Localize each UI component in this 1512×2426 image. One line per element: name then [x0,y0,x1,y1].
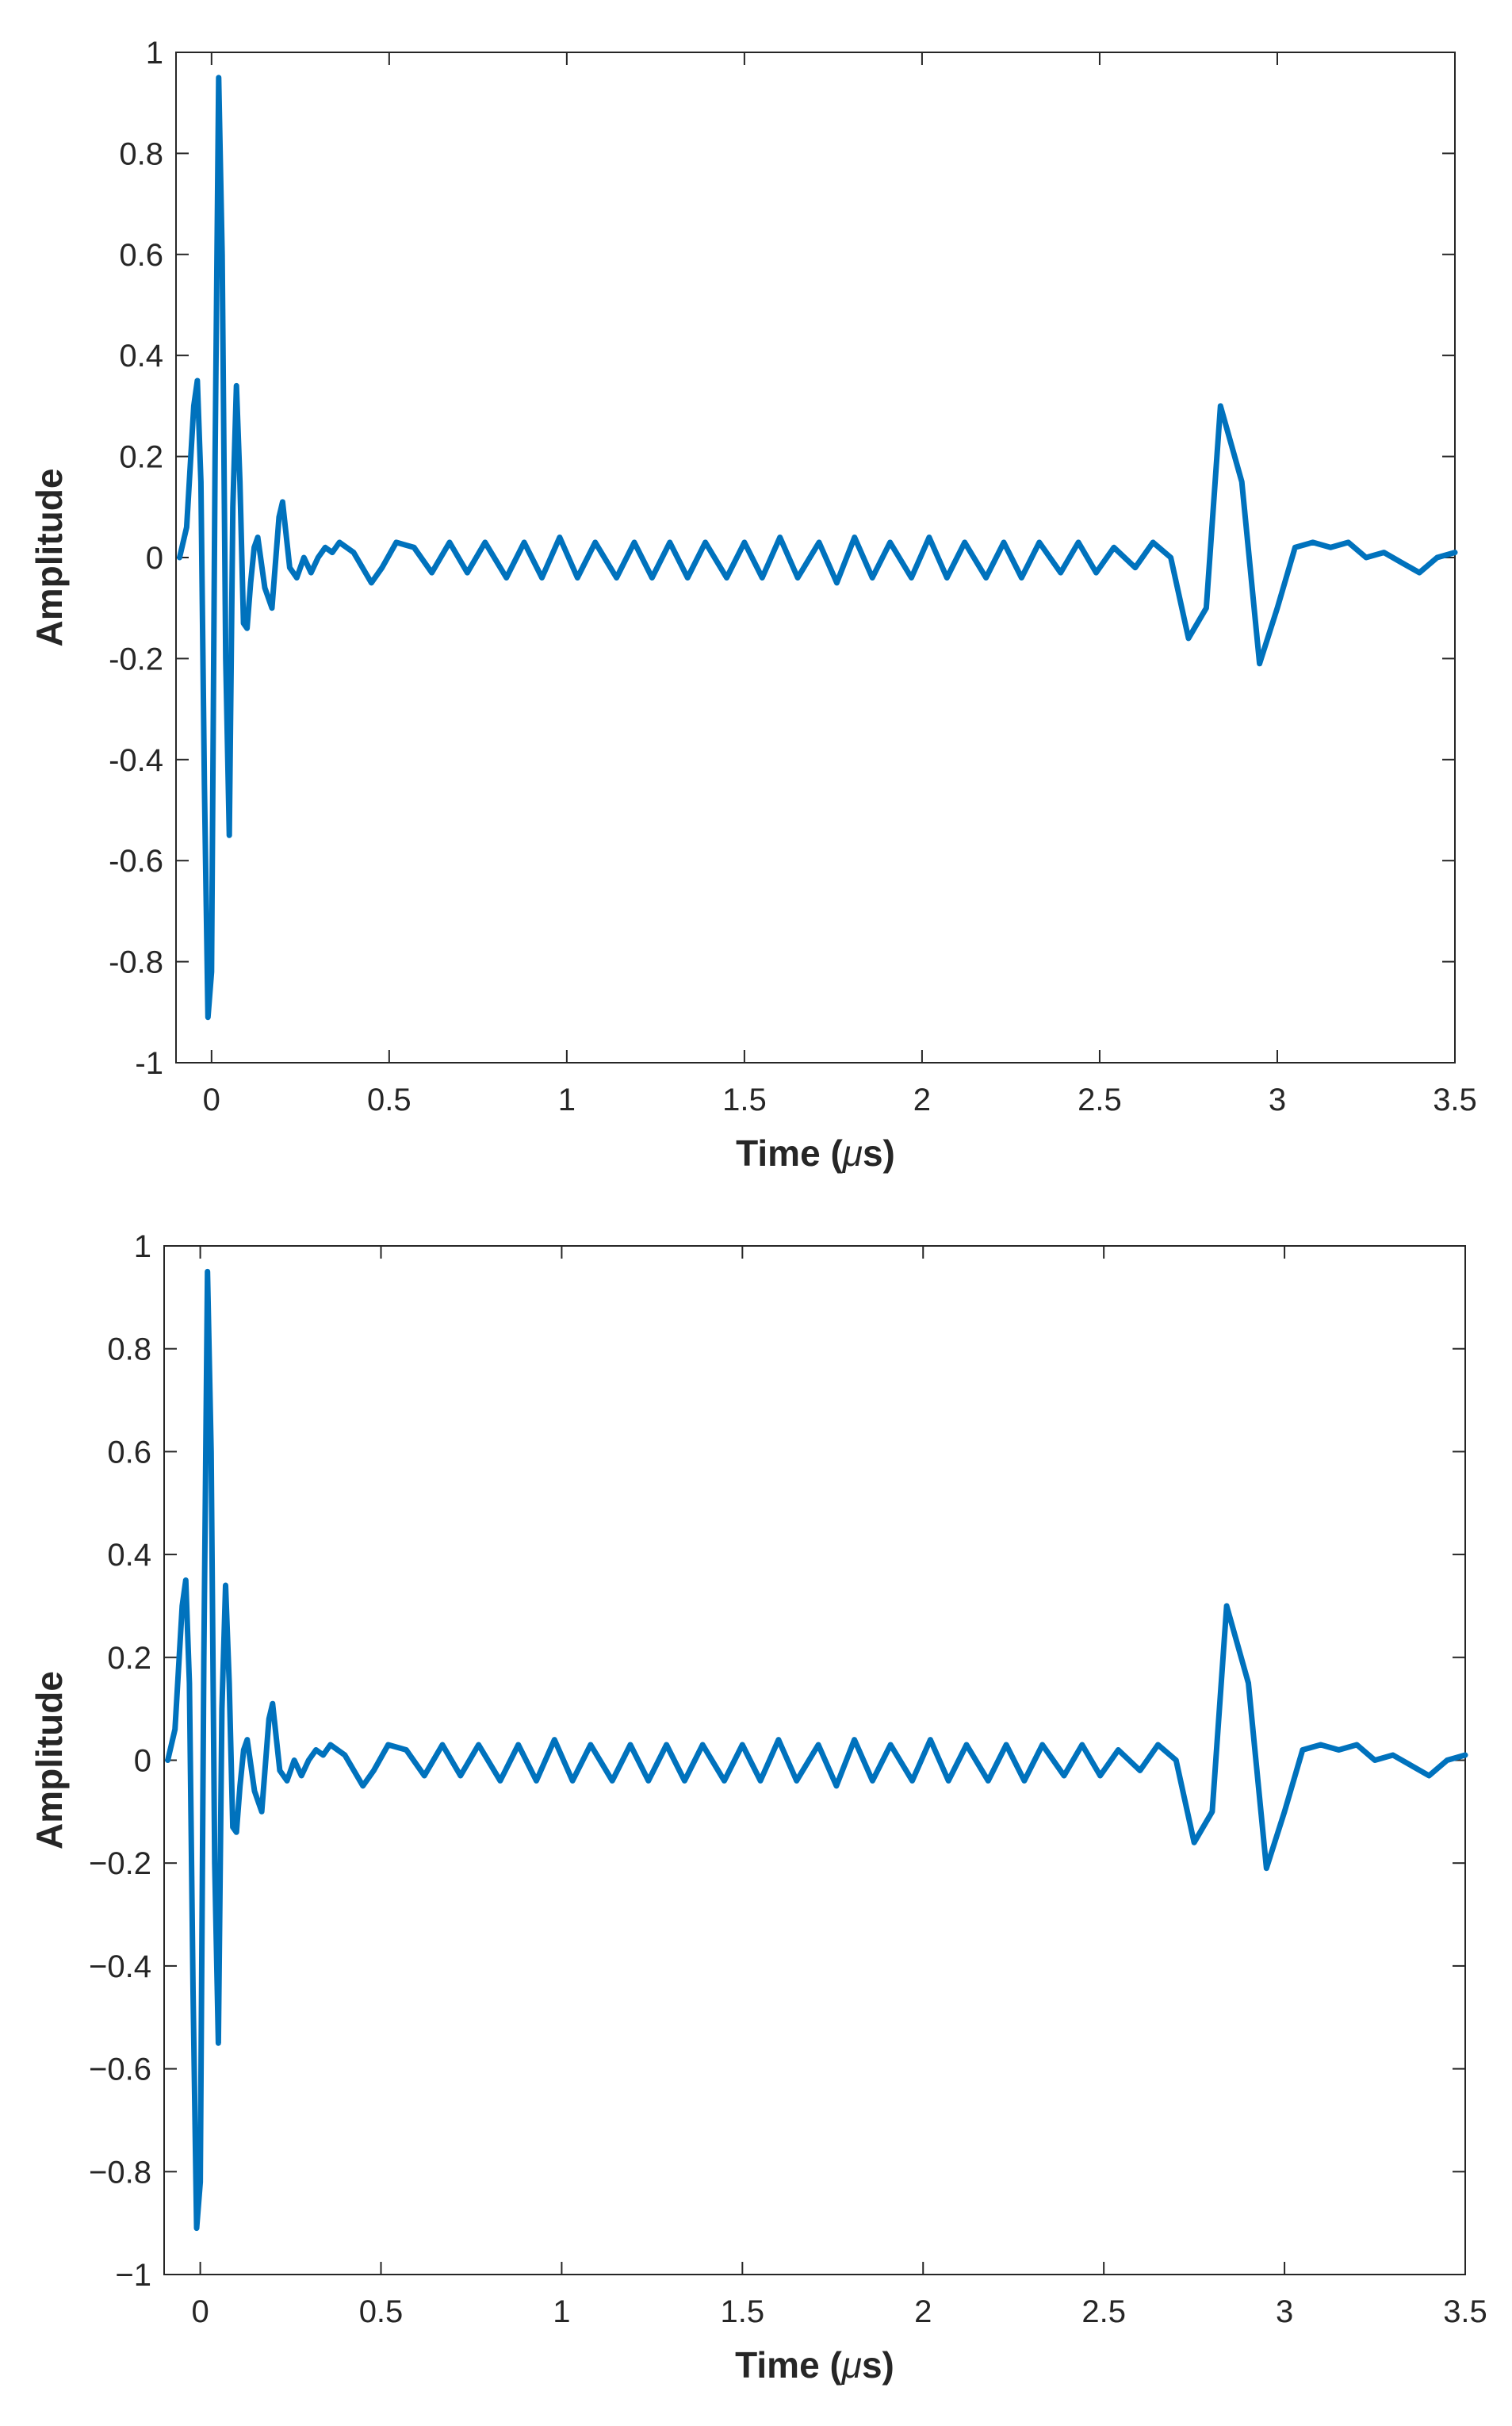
y-tick-label: -0.2 [109,642,163,676]
y-tick-label: -1 [135,1046,163,1081]
x-tick-label: 2 [914,2294,932,2329]
y-tick-label: −0.4 [89,1949,151,1984]
y-tick-label: 1 [146,36,163,71]
plot-frame [175,52,1456,1064]
series-line-signal [177,75,1458,1021]
y-tick-label: 0.2 [107,1641,151,1676]
y-tick-label: 0 [134,1744,151,1779]
x-axis-label-suffix: s) [863,1133,895,1174]
y-tick-label: -0.4 [109,743,163,778]
x-axis-label: Time (μs) [735,2344,894,2386]
y-tick-label: −1 [115,2258,151,2293]
plot-frame [163,1245,1466,2275]
x-axis-label-unit: μ [842,1133,863,1174]
x-tick-label: 0 [191,2294,209,2329]
y-tick-label: 0.6 [119,238,163,273]
y-tick-label: -0.8 [109,945,163,980]
x-tick-label: 3 [1276,2294,1293,2329]
x-tick-label: 3.5 [1433,1083,1477,1117]
y-tick-label: −0.8 [89,2155,151,2190]
series-line-signal [165,1268,1468,2232]
x-tick-label: 1 [558,1083,576,1117]
x-axis-label-unit: μ [841,2344,862,2386]
bottom-chart-panel: 1 0.8 0.6 0.4 0.2 0 −0.2 −0.4 −0.6 −0.8 −1 0 0.5 1 1.5… [29,1229,1487,2386]
x-tick-label: 2.5 [1078,1083,1122,1117]
x-tick-label: 0 [203,1083,220,1117]
y-tick-label: −0.2 [89,1846,151,1881]
x-tick-label: 1.5 [721,2294,765,2329]
x-tick-label: 2.5 [1081,2294,1126,2329]
y-tick-label: 0.4 [107,1538,151,1573]
x-axis-label-prefix: Time ( [736,1133,843,1174]
y-tick-label: 0 [146,541,163,576]
y-tick-label: 0.2 [119,440,163,475]
x-axis-label-suffix: s) [862,2344,894,2386]
x-tick-label: 3.5 [1443,2294,1487,2329]
y-tick-label: 0.4 [119,339,163,374]
x-axis-label-prefix: Time ( [735,2344,842,2386]
x-tick-label: 1 [553,2294,570,2329]
x-tick-label: 2 [913,1083,931,1117]
y-tick-label: 1 [134,1229,151,1264]
y-tick-label: 0.8 [107,1332,151,1367]
x-tick-label: 0.5 [359,2294,404,2329]
y-axis-label: Amplitude [29,1671,70,1849]
x-axis-label: Time (μs) [736,1133,895,1174]
top-chart-panel: 1 0.8 0.6 0.4 0.2 0 -0.2 -0.4 -0.6 -0.8 -1 0 0.5 1 1.5… [29,36,1477,1174]
y-axis-label: Amplitude [29,469,70,647]
x-tick-label: 0.5 [367,1083,411,1117]
x-tick-label: 1.5 [722,1083,767,1117]
x-tick-label: 3 [1269,1083,1286,1117]
y-tick-label: 0.6 [107,1435,151,1470]
y-tick-label: -0.6 [109,844,163,879]
y-tick-label: −0.6 [89,2052,151,2087]
y-tick-label: 0.8 [119,136,163,171]
